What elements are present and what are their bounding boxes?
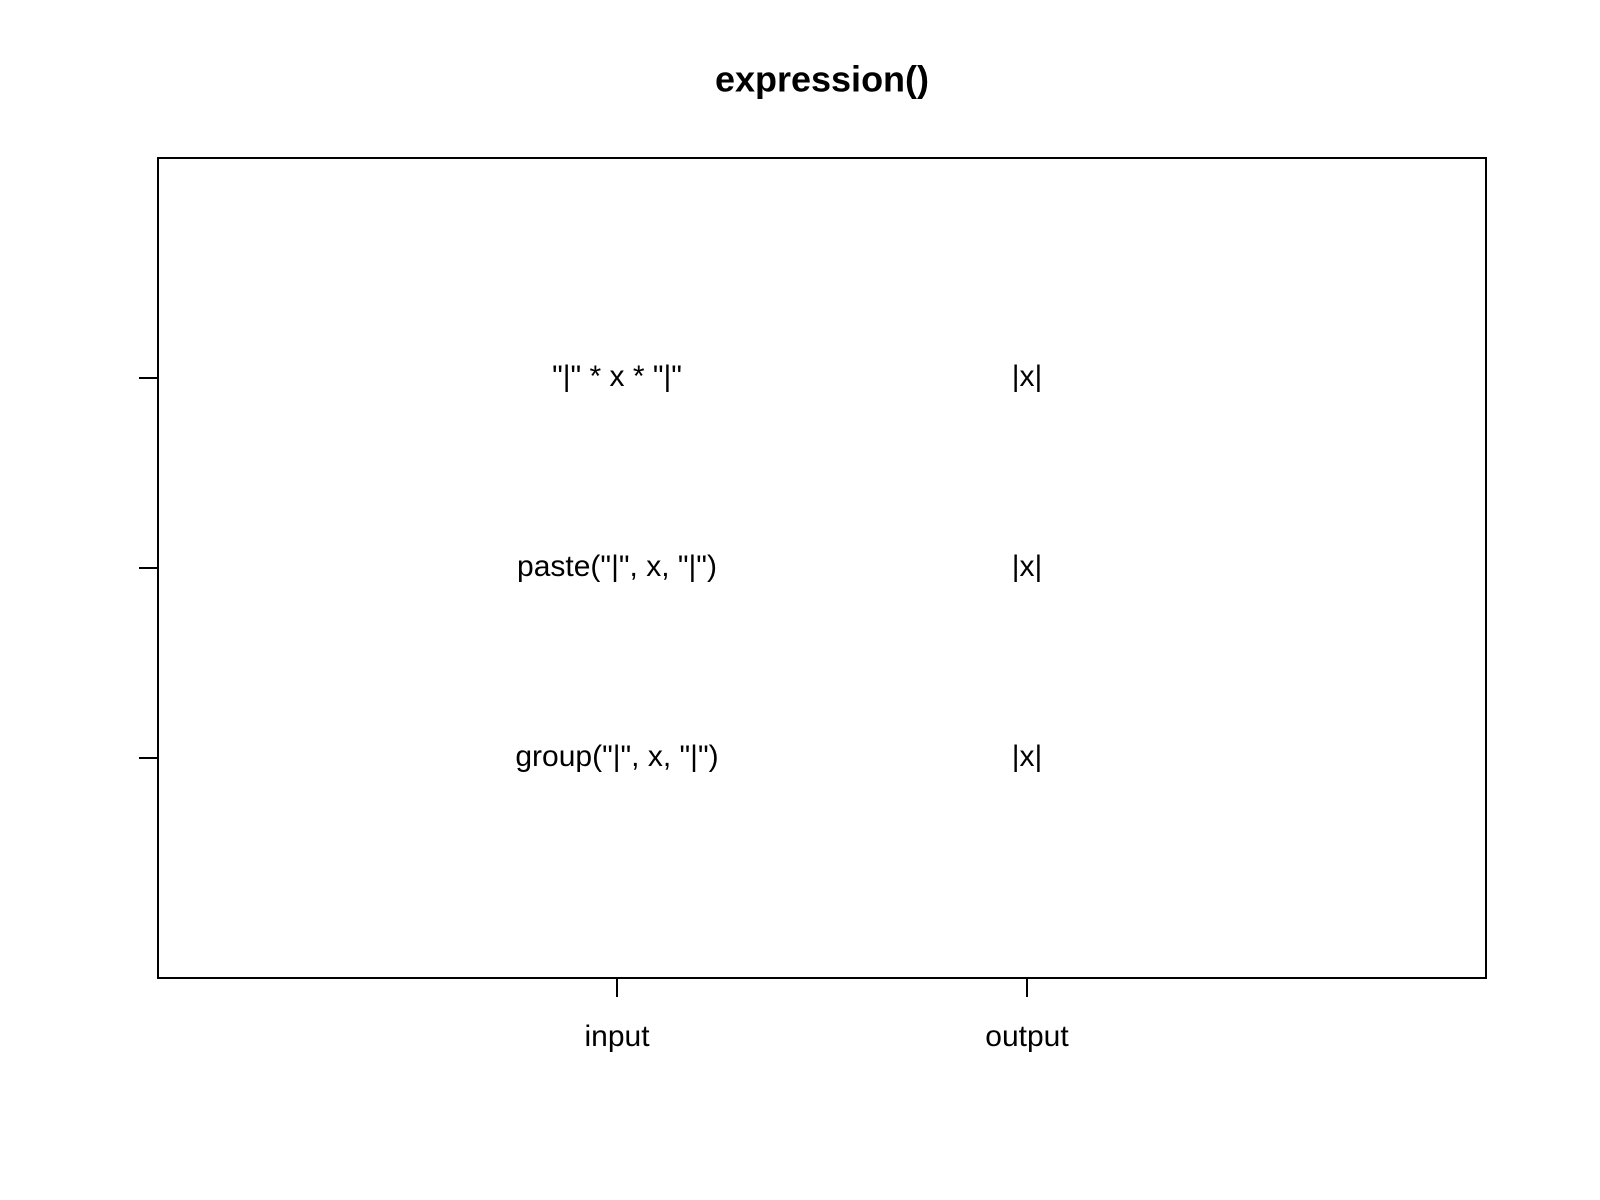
input-expression: paste("|", x, "|") — [517, 550, 717, 583]
input-expression: group("|", x, "|") — [515, 740, 718, 773]
plot-frame — [157, 157, 1487, 979]
output-rendering: |x| — [1012, 550, 1043, 583]
column-label: input — [584, 1020, 650, 1053]
input-expression: "|" * x * "|" — [552, 360, 682, 393]
column-label: output — [985, 1020, 1069, 1053]
title: expression() — [715, 59, 929, 100]
output-rendering: |x| — [1012, 360, 1043, 393]
output-rendering: |x| — [1012, 740, 1043, 773]
